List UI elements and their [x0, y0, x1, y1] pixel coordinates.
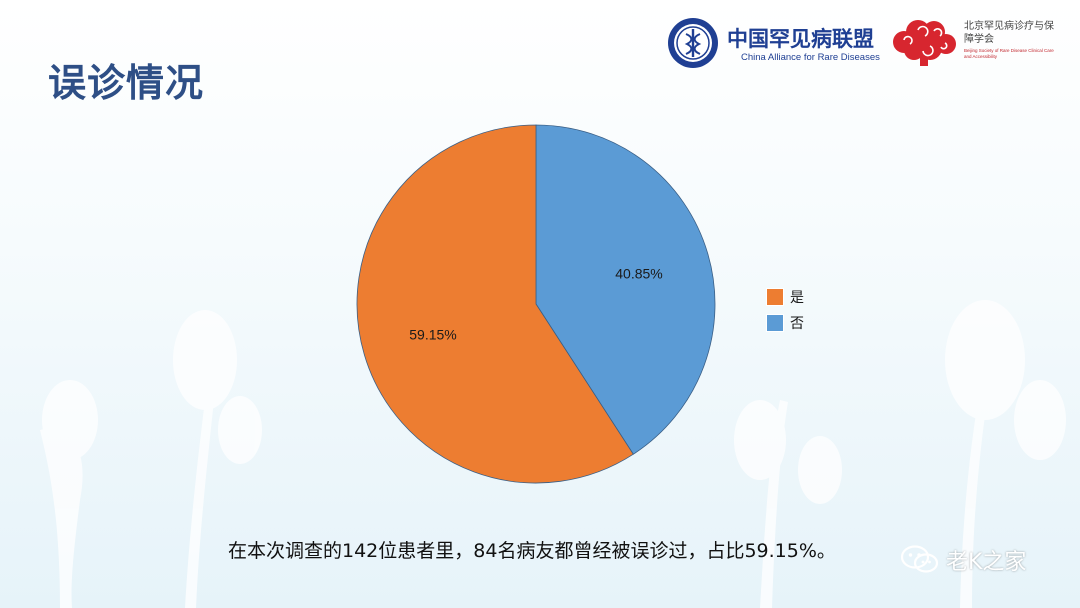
china-alliance-logo: 中国罕见病联盟 China Alliance for Rare Diseases	[667, 17, 880, 73]
legend-label-1: 否	[790, 316, 804, 332]
chart-legend: 是否	[766, 285, 804, 337]
beijing-society-logo: 北京罕见病诊疗与保障学会 Beijing Society of Rare Dis…	[890, 16, 1065, 72]
legend-swatch-0	[766, 288, 784, 306]
beijing-society-english: Beijing Society of Rare Disease Clinical…	[964, 48, 1054, 59]
china-alliance-english: China Alliance for Rare Diseases	[741, 52, 880, 63]
slide-caption: 在本次调查的142位患者里，84名病友都曾经被误诊过，占比59.15%。	[228, 540, 836, 562]
beijing-society-name: 北京罕见病诊疗与保障学会	[964, 21, 1054, 45]
misdiagnosis-pie-chart: 40.85% 59.15%	[356, 124, 716, 484]
legend-label-0: 是	[790, 290, 804, 306]
legend-item-1: 否	[766, 311, 804, 335]
watermark-text: 老K之家	[946, 550, 1027, 575]
watermark: 老K之家	[900, 540, 1026, 580]
pie-slice-1	[535, 124, 716, 455]
wechat-icon	[900, 545, 939, 573]
pie-slice-0	[356, 124, 634, 484]
slide-title: 误诊情况	[48, 61, 205, 105]
legend-item-0: 是	[766, 285, 804, 309]
legend-swatch-1	[766, 314, 784, 332]
caduceus-seal-icon	[668, 18, 718, 68]
pie-data-label-1: 40.85%	[615, 266, 662, 282]
pie-data-label-0: 59.15%	[409, 326, 456, 342]
cloud-swirl-icon	[893, 20, 956, 66]
china-alliance-name: 中国罕见病联盟	[727, 27, 874, 51]
